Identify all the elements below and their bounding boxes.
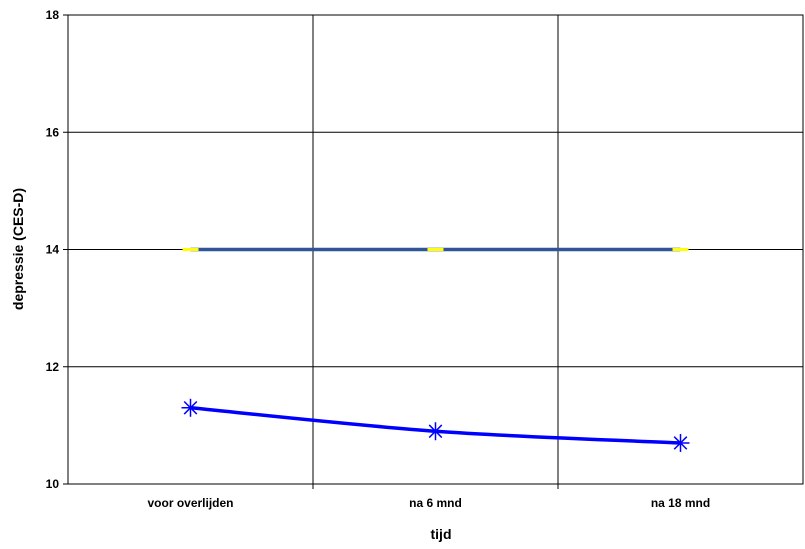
- vertical-gridlines: [312, 15, 559, 489]
- y-tick-label: 16: [46, 125, 60, 139]
- y-tick-label: 18: [46, 8, 60, 22]
- x-axis-title: tijd: [431, 526, 452, 542]
- series-layer: [181, 247, 690, 452]
- y-tick-labels: 10 12 14 16 18: [46, 8, 60, 491]
- data-point-marker: [181, 398, 200, 417]
- y-tick-label: 12: [46, 360, 60, 374]
- y-tick-label: 10: [46, 477, 60, 491]
- x-tick-label: na 18 mnd: [651, 496, 710, 510]
- x-tick-label: voor overlijden: [147, 496, 233, 510]
- data-point-marker: [671, 433, 690, 452]
- x-tick-labels: voor overlijden na 6 mnd na 18 mnd: [147, 496, 710, 510]
- y-tick-label: 14: [46, 243, 60, 257]
- y-axis-title: depressie (CES-D): [10, 188, 26, 310]
- x-tick-label: na 6 mnd: [409, 496, 462, 510]
- data-point-marker: [426, 422, 445, 441]
- plot-border: [67, 14, 804, 485]
